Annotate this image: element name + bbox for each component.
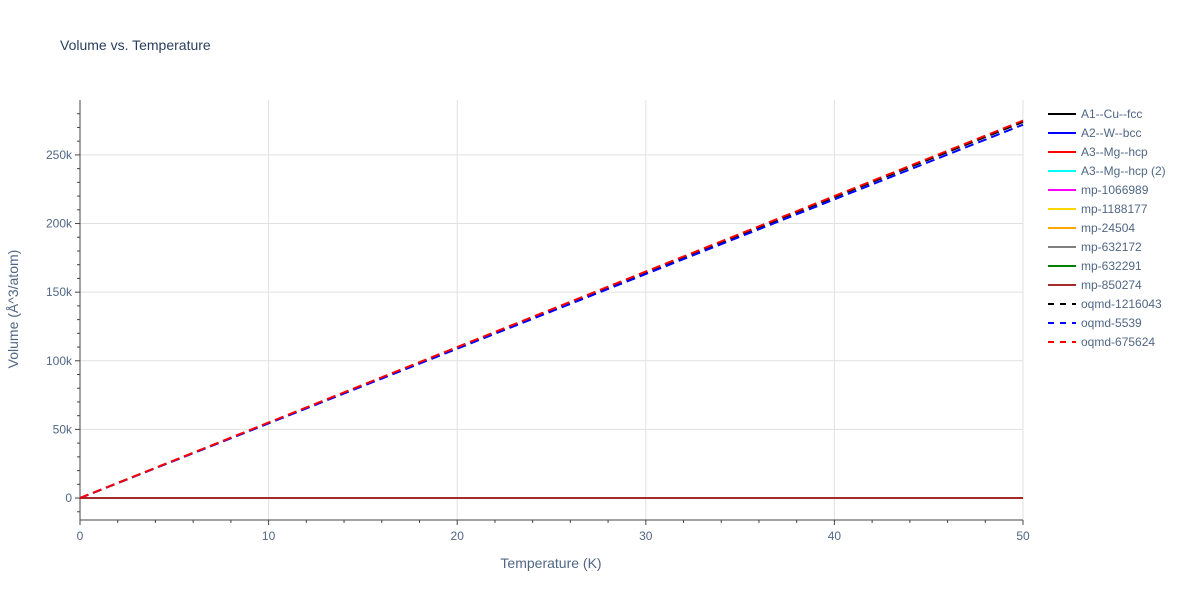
grid: [80, 100, 1024, 520]
x-tick-label: 20: [451, 529, 465, 543]
y-axis-title: Volume (Å^3/atom): [5, 250, 21, 369]
legend-label: mp-632291: [1081, 259, 1142, 273]
legend-label: A3--Mg--hcp: [1081, 145, 1148, 159]
chart-title: Volume vs. Temperature: [60, 37, 211, 53]
y-tick-label: 0: [65, 491, 72, 505]
x-tick-label: 10: [262, 529, 276, 543]
x-tick-label: 30: [639, 529, 653, 543]
x-tick-label: 40: [828, 529, 842, 543]
legend-label: A1--Cu--fcc: [1081, 107, 1142, 121]
x-tick-label: 50: [1016, 529, 1030, 543]
legend-label: mp-850274: [1081, 278, 1142, 292]
y-tick-label: 50k: [53, 422, 73, 436]
y-tick-label: 150k: [46, 285, 73, 299]
legend: A1--Cu--fcc A2--W--bcc A3--Mg--hcp A3--Mg--…: [1048, 107, 1166, 349]
legend-label: A3--Mg--hcp (2): [1081, 164, 1166, 178]
y-axis-ticks: 0 50k 100k 150k 200k 250k: [46, 113, 80, 513]
legend-label: mp-632172: [1081, 240, 1142, 254]
series-line-oqmd-5539: [79, 123, 1024, 499]
legend-label: mp-1066989: [1081, 183, 1149, 197]
series-line-oqmd-675624: [79, 119, 1024, 499]
y-tick-label: 200k: [46, 217, 73, 231]
x-tick-label: 0: [77, 529, 84, 543]
legend-label: mp-1188177: [1081, 202, 1148, 216]
y-tick-label: 250k: [46, 148, 73, 162]
y-tick-label: 100k: [46, 354, 73, 368]
x-axis-title: Temperature (K): [500, 555, 601, 571]
legend-label: oqmd-1216043: [1081, 297, 1162, 311]
legend-label: oqmd-5539: [1081, 316, 1142, 330]
legend-label: A2--W--bcc: [1081, 126, 1141, 140]
legend-label: mp-24504: [1081, 221, 1135, 235]
x-axis-ticks: 0 10 20 30 40 50: [77, 520, 1030, 543]
axes: [79, 100, 1023, 521]
legend-label: oqmd-675624: [1081, 335, 1155, 349]
plot-lines: [79, 119, 1024, 500]
